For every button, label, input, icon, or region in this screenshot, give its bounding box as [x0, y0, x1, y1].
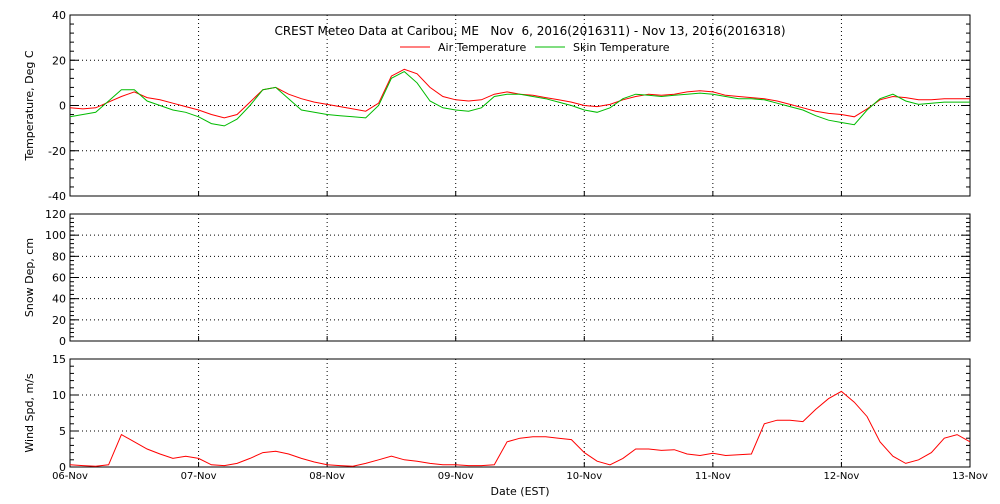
x-tick-label: 08-Nov	[309, 471, 345, 482]
y-tick-label: 0	[59, 335, 66, 348]
legend-label: Air Temperature	[438, 41, 527, 54]
y-tick-label: 5	[59, 425, 66, 438]
y-tick-label: 0	[59, 100, 66, 113]
x-tick-label: 13-Nov	[952, 471, 988, 482]
y-tick-label: -20	[48, 145, 66, 158]
y-tick-label: 40	[52, 9, 66, 22]
y-tick-label: 120	[45, 208, 66, 221]
y-tick-label: 20	[52, 314, 66, 327]
x-axis-label: Date (EST)	[490, 485, 549, 498]
y-axis-label: Temperature, Deg C	[23, 50, 36, 161]
series-line-air-temperature	[70, 69, 970, 118]
y-axis-label: Wind Spd, m/s	[23, 373, 36, 453]
y-tick-label: 20	[52, 54, 66, 67]
y-tick-label: 40	[52, 293, 66, 306]
series-line-wind_speed-0	[70, 391, 970, 466]
legend-label: Skin Temperature	[573, 41, 670, 54]
x-tick-label: 09-Nov	[438, 471, 474, 482]
x-tick-label: 06-Nov	[52, 471, 88, 482]
y-tick-label: -40	[48, 190, 66, 203]
y-tick-label: 15	[52, 353, 66, 366]
chart-title: CREST Meteo Data at Caribou, ME Nov 6, 2…	[274, 24, 785, 38]
x-tick-label: 10-Nov	[566, 471, 602, 482]
x-tick-label: 12-Nov	[823, 471, 859, 482]
y-axis-label: Snow Dep, cm	[23, 238, 36, 317]
x-tick-label: 07-Nov	[181, 471, 217, 482]
panel-wind_speed	[70, 359, 970, 467]
y-tick-label: 60	[52, 272, 66, 285]
x-tick-label: 11-Nov	[695, 471, 731, 482]
y-tick-label: 80	[52, 250, 66, 263]
y-tick-label: 10	[52, 389, 66, 402]
panel-frame	[70, 359, 970, 467]
y-tick-label: 100	[45, 229, 66, 242]
series-line-skin-temperature	[70, 72, 970, 126]
panel-snow_depth	[70, 214, 970, 341]
